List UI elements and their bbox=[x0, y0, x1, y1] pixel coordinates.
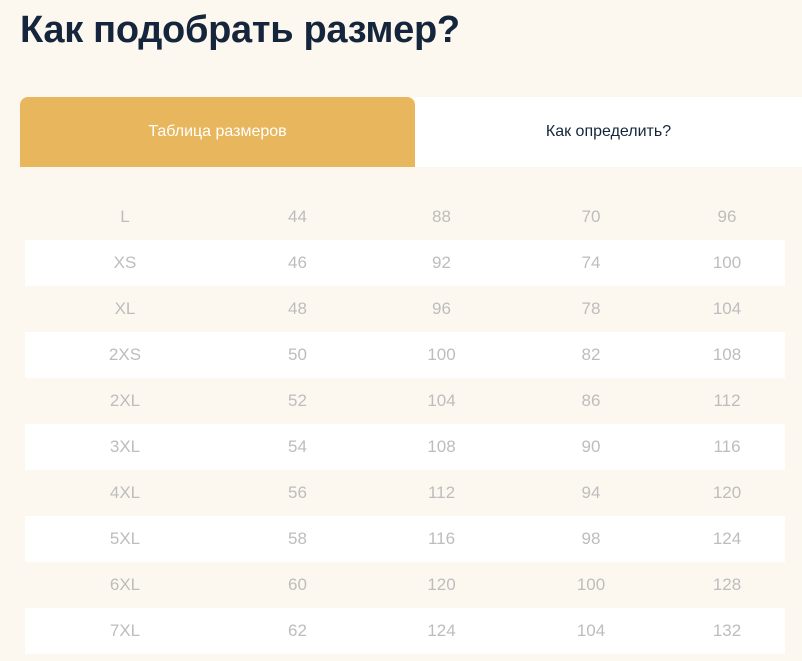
cell-col4: 100 bbox=[712, 253, 742, 272]
cell-col2: 112 bbox=[427, 483, 456, 502]
cell-size: XS bbox=[113, 253, 137, 272]
cell-col1: 54 bbox=[288, 437, 307, 456]
cell-col4: 120 bbox=[712, 483, 742, 502]
cell-col2: 96 bbox=[432, 299, 451, 318]
cell-col2: 104 bbox=[427, 391, 456, 410]
table-row: 6XL 60 120 100 128 bbox=[25, 562, 785, 608]
table-row: 7XL 62 124 104 132 bbox=[25, 608, 785, 654]
cell-col4: 116 bbox=[713, 437, 741, 456]
cell-col2: 124 bbox=[427, 621, 456, 640]
table-row: 5XL 58 116 98 124 bbox=[25, 516, 785, 562]
cell-size: 7XL bbox=[109, 621, 141, 640]
cell-size: 4XL bbox=[109, 483, 141, 502]
cell-size: 6XL bbox=[109, 575, 141, 594]
cell-size: XL bbox=[114, 299, 136, 318]
cell-col3: 98 bbox=[581, 529, 601, 548]
cell-col1: 48 bbox=[288, 299, 307, 318]
cell-col1: 58 bbox=[288, 529, 307, 548]
table-row: 3XL 54 108 90 116 bbox=[25, 424, 785, 470]
cell-col4: 128 bbox=[712, 575, 742, 594]
cell-col1: 44 bbox=[288, 207, 307, 226]
page-title: Как подобрать размер? bbox=[20, 9, 460, 51]
table-row: 4XL 56 112 94 120 bbox=[25, 470, 785, 516]
table-row: 2XS 50 100 82 108 bbox=[25, 332, 785, 378]
cell-col1: 50 bbox=[288, 345, 307, 364]
cell-col1: 52 bbox=[288, 391, 307, 410]
cell-col3: 74 bbox=[581, 253, 601, 272]
cell-col1: 62 bbox=[288, 621, 307, 640]
table-row: XS 46 92 74 100 bbox=[25, 240, 785, 286]
cell-col3: 104 bbox=[576, 621, 606, 640]
cell-col2: 120 bbox=[427, 575, 456, 594]
size-table-body: L 44 88 70 96 XS 46 92 74 100 XL 48 96 7… bbox=[25, 194, 785, 654]
cell-col4: 132 bbox=[712, 621, 742, 640]
cell-col2: 116 bbox=[427, 529, 456, 548]
cell-size: L bbox=[120, 207, 130, 226]
cell-col3: 86 bbox=[581, 391, 601, 410]
cell-col3: 70 bbox=[581, 207, 601, 226]
cell-col4: 124 bbox=[712, 529, 742, 548]
cell-col2: 108 bbox=[427, 437, 456, 456]
cell-col2: 92 bbox=[432, 253, 451, 272]
cell-col4: 104 bbox=[712, 299, 742, 318]
cell-col3: 82 bbox=[581, 345, 601, 364]
cell-col2: 100 bbox=[427, 345, 456, 364]
cell-col1: 46 bbox=[288, 253, 307, 272]
cell-col3: 100 bbox=[576, 575, 606, 594]
cell-size: 2XL bbox=[109, 391, 141, 410]
cell-col4: 112 bbox=[713, 391, 741, 410]
cell-size: 2XS bbox=[108, 345, 142, 364]
cell-col3: 78 bbox=[581, 299, 601, 318]
size-table: L 44 88 70 96 XS 46 92 74 100 XL 48 96 7… bbox=[25, 194, 785, 654]
table-row: L 44 88 70 96 bbox=[25, 194, 785, 240]
cell-size: 3XL bbox=[109, 437, 141, 456]
cell-col1: 56 bbox=[288, 483, 307, 502]
tab-bar: Таблица размеров Как определить? bbox=[20, 97, 802, 167]
table-row: 2XL 52 104 86 112 bbox=[25, 378, 785, 424]
cell-col3: 90 bbox=[581, 437, 601, 456]
cell-col3: 94 bbox=[581, 483, 601, 502]
tab-size-table[interactable]: Таблица размеров bbox=[20, 97, 415, 167]
cell-col4: 96 bbox=[717, 207, 737, 226]
cell-size: 5XL bbox=[109, 529, 141, 548]
cell-col4: 108 bbox=[712, 345, 742, 364]
cell-col1: 60 bbox=[288, 575, 307, 594]
table-row: XL 48 96 78 104 bbox=[25, 286, 785, 332]
cell-col2: 88 bbox=[432, 207, 451, 226]
tab-how-to-measure[interactable]: Как определить? bbox=[415, 97, 802, 167]
